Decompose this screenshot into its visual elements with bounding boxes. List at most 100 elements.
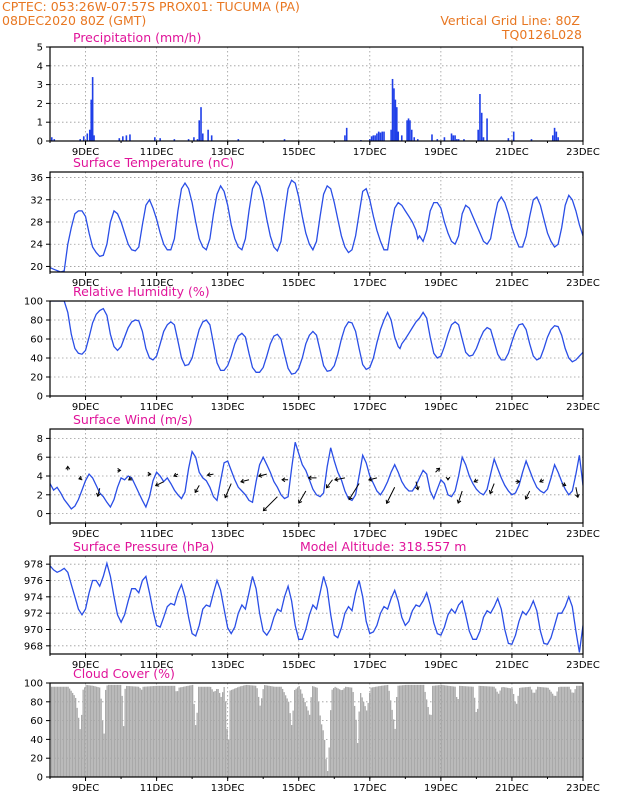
- cloud-bar: [171, 685, 173, 777]
- cloud-bar: [312, 686, 314, 777]
- precip-bar: [452, 135, 455, 141]
- precip-bar: [201, 133, 204, 141]
- cloud-bar: [574, 689, 576, 777]
- cloud-bar: [238, 686, 240, 777]
- wind-ytick-label: 8: [37, 434, 43, 445]
- cloud-bar: [439, 685, 441, 777]
- precip-bar: [553, 127, 556, 141]
- cloud-bar: [298, 686, 300, 777]
- cloud-bar: [318, 701, 320, 777]
- wind-ytick-label: 2: [37, 490, 43, 501]
- cloud-bar: [525, 687, 527, 777]
- cloud-bar: [127, 686, 129, 777]
- humidity-ytick-label: 20: [30, 373, 43, 384]
- cloud-xtick-label: 15DEC: [282, 783, 316, 794]
- wind-xtick-label: 21DEC: [495, 529, 529, 540]
- cloud-bar: [402, 685, 404, 777]
- cloud-bar: [174, 685, 176, 777]
- cloud-bar: [429, 714, 431, 777]
- header-line2-right: Vertical Grid Line: 80Z: [440, 13, 580, 28]
- precip-ytick-label: 3: [37, 80, 43, 91]
- cloud-bar: [345, 686, 347, 777]
- temperature-title: Surface Temperature (nC): [73, 155, 234, 170]
- cloud-bar: [327, 771, 329, 777]
- precip-bar: [200, 107, 202, 141]
- temperature-ytick-label: 20: [30, 262, 43, 273]
- precip-bar: [196, 139, 199, 141]
- cloud-bar: [330, 710, 332, 777]
- cloud-bar: [270, 686, 272, 777]
- wind-arrow-head: [224, 493, 229, 499]
- cloud-bar: [195, 725, 197, 777]
- cloud-bar: [217, 689, 219, 777]
- cloud-bar: [271, 686, 273, 777]
- pressure-ytick-label: 974: [24, 592, 43, 603]
- pressure-annotation: Model Altitude: 318.557 m: [300, 539, 466, 554]
- cloud-bar: [309, 714, 311, 777]
- cloud-bar: [375, 686, 377, 777]
- wind-arrow: [155, 481, 164, 487]
- cloud-bar: [352, 692, 354, 777]
- pressure-xtick-label: 21DEC: [495, 660, 529, 671]
- wind-arrow: [368, 477, 378, 481]
- cloud-bar: [207, 686, 209, 777]
- cloud-bar: [576, 685, 578, 777]
- cloud-bar: [369, 692, 371, 777]
- cloud-bar: [426, 699, 428, 777]
- precip-bar: [154, 137, 156, 141]
- temperature-xtick-label: 9DEC: [72, 278, 99, 289]
- cloud-bar: [105, 689, 107, 777]
- cloud-xtick-label: 11DEC: [140, 783, 174, 794]
- cloud-bar: [148, 686, 150, 777]
- cloud-bar: [579, 685, 581, 777]
- cloud-bar: [201, 686, 203, 777]
- cloud-bar: [253, 685, 255, 777]
- cloud-bar: [468, 686, 470, 777]
- cloud-bar: [466, 686, 468, 777]
- cloud-bar: [210, 686, 212, 777]
- cloud-bar: [90, 685, 92, 777]
- precip-bar: [393, 88, 395, 141]
- cloud-bar: [451, 686, 453, 777]
- precip-bar: [93, 135, 95, 141]
- temperature-chart: 9DEC 11DEC 13DEC 15DEC 17DEC 19DEC 21DEC 23DEC 2…: [30, 155, 600, 289]
- cloud-ytick-label: 0: [37, 773, 43, 784]
- cloud-bar: [328, 747, 330, 777]
- cloud-bar: [438, 685, 440, 777]
- cloud-bar: [408, 684, 410, 777]
- wind-xtick-label: 19DEC: [424, 529, 458, 540]
- precip-xtick-label: 13DEC: [211, 147, 245, 158]
- wind-chart: 9DEC 11DEC 13DEC 15DEC 17DEC 19DEC 21DEC 23DEC 0…: [37, 412, 600, 540]
- humidity-ytick-label: 80: [30, 316, 43, 327]
- cloud-bar: [409, 684, 411, 777]
- cloud-bar: [537, 686, 539, 777]
- cloud-bar: [169, 685, 171, 777]
- cloud-bar: [474, 697, 476, 777]
- cloud-bar: [172, 685, 174, 777]
- cloud-bar: [51, 686, 53, 777]
- cloud-bar: [288, 701, 290, 777]
- pressure-ytick-label: 968: [24, 641, 43, 652]
- pressure-xtick-label: 15DEC: [282, 660, 316, 671]
- precip-bar: [207, 129, 209, 141]
- precip-bar: [91, 77, 94, 141]
- precip-bar: [198, 120, 201, 141]
- cloud-bar: [300, 689, 302, 777]
- cloud-bar: [313, 686, 315, 777]
- cloud-bar: [66, 686, 68, 777]
- temperature-ytick-label: 32: [30, 195, 43, 206]
- precip-bar: [50, 137, 53, 141]
- cloud-bar: [153, 686, 155, 777]
- cloud-bar: [399, 685, 401, 777]
- cloud-bar: [384, 685, 386, 777]
- precip-bar: [480, 112, 483, 141]
- cloud-bar: [333, 688, 335, 777]
- precip-xtick-label: 17DEC: [353, 147, 387, 158]
- cloud-bar: [564, 686, 566, 777]
- cloud-bar: [465, 686, 467, 777]
- cloud-xtick-label: 9DEC: [72, 783, 99, 794]
- cloud-bar: [385, 685, 387, 777]
- cloud-bar: [478, 685, 480, 777]
- wind-arrow-head: [334, 477, 339, 482]
